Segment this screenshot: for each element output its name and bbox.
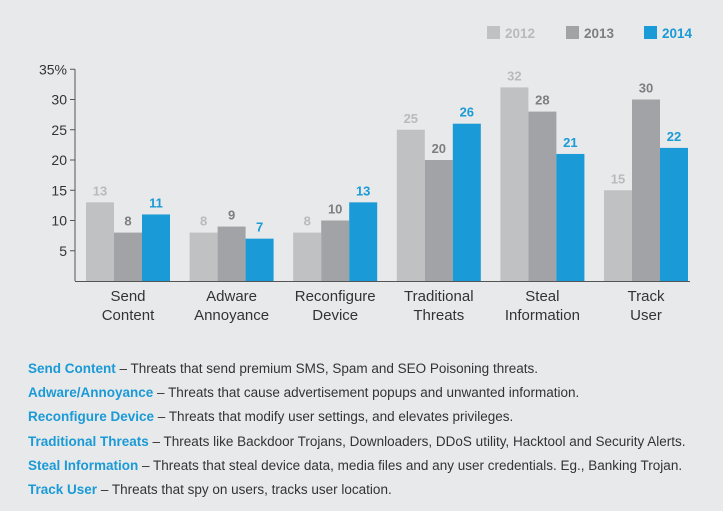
description-term: Steal Information [28, 457, 139, 473]
data-label: 20 [432, 141, 446, 156]
category-descriptions: Send Content – Threats that send premium… [28, 357, 718, 502]
bar [556, 153, 585, 281]
description-text: – Threats like Backdoor Trojans, Downloa… [148, 433, 686, 449]
category-label: Adware [206, 288, 257, 305]
bar [293, 232, 322, 281]
data-label: 13 [356, 183, 370, 198]
data-label: 21 [563, 135, 577, 150]
data-label: 26 [460, 105, 474, 120]
description-term: Traditional Threats [28, 433, 149, 449]
description-term: Adware/Annoyance [28, 385, 154, 401]
y-tick-label: 30 [51, 92, 67, 108]
description-traditional-threats: Traditional Threats – Threats like Backd… [28, 430, 718, 454]
category-label: User [630, 307, 662, 324]
legend-swatch [487, 26, 500, 39]
data-label: 13 [93, 183, 107, 198]
data-label: 7 [256, 220, 263, 235]
description-send-content: Send Content – Threats that send premium… [28, 357, 718, 381]
category-label: Device [312, 307, 358, 324]
y-tick-label: 25 [51, 122, 67, 138]
bar [452, 123, 481, 281]
description-term: Reconfigure Device [28, 409, 155, 425]
data-label: 10 [328, 202, 342, 217]
data-label: 30 [639, 81, 653, 96]
category-label: Steal [525, 288, 559, 305]
legend-label: 2012 [505, 26, 535, 41]
bar [142, 214, 170, 281]
legend-label: 2013 [584, 26, 615, 41]
description-track-user: Track User – Threats that spy on users, … [28, 478, 718, 502]
category-label: Information [505, 307, 580, 324]
data-label: 22 [667, 129, 681, 144]
bar-chart: 5 10 15 20 25 30 35% 13 8 8 25 32 15 8 9 10 20 28 30 11 7 13 2… [39, 26, 693, 324]
description-reconfigure-device: Reconfigure Device – Threats that modify… [28, 405, 718, 429]
description-text: – Threats that cause advertisement popup… [153, 385, 580, 401]
description-text: – Threats that spy on users, tracks user… [97, 482, 392, 498]
data-label: 8 [304, 214, 311, 229]
y-tick-label: 10 [51, 213, 67, 229]
description-term: Track User [28, 482, 98, 498]
description-steal-information: Steal Information – Threats that steal d… [28, 454, 718, 478]
data-label: 9 [228, 208, 235, 223]
bar [189, 232, 218, 281]
category-label: Send [110, 288, 145, 305]
legend-swatch [566, 26, 579, 39]
category-label: Threats [413, 307, 464, 324]
data-label: 15 [611, 171, 625, 186]
description-text: – Threats that modify user settings, and… [154, 409, 514, 425]
y-tick-label: 15 [51, 182, 67, 198]
bar [245, 238, 274, 281]
description-text: – Threats that steal device data, media … [138, 457, 683, 473]
description-term: Send Content [28, 361, 116, 376]
legend-label: 2014 [662, 26, 693, 41]
data-label: 11 [149, 195, 163, 210]
bar [604, 190, 632, 281]
bar [528, 111, 557, 281]
bar [349, 202, 378, 281]
y-tick-label: 5 [59, 243, 67, 259]
data-label: 28 [535, 93, 549, 108]
description-adware-annoyance: Adware/Annoyance – Threats that cause ad… [28, 381, 718, 405]
data-label: 8 [200, 214, 207, 229]
description-text: – Threats that send premium SMS, Spam an… [115, 361, 538, 376]
bar [500, 87, 529, 282]
bar [424, 160, 453, 281]
data-label: 8 [124, 214, 131, 229]
bar [217, 226, 246, 281]
bar [396, 129, 425, 281]
data-label: 32 [507, 68, 521, 83]
bar [86, 202, 114, 281]
y-tick-label: 20 [51, 152, 67, 168]
bar [114, 232, 142, 281]
data-label: 25 [404, 111, 418, 126]
category-label: Track [628, 288, 665, 305]
y-tick-label: 35% [39, 61, 67, 77]
category-label: Traditional [404, 288, 473, 305]
category-label: Content [102, 307, 155, 324]
legend-swatch [644, 26, 657, 39]
bar [660, 147, 688, 281]
category-label: Reconfigure [295, 288, 376, 305]
bar [321, 220, 350, 281]
category-label: Annoyance [194, 307, 269, 324]
bar [632, 99, 660, 281]
